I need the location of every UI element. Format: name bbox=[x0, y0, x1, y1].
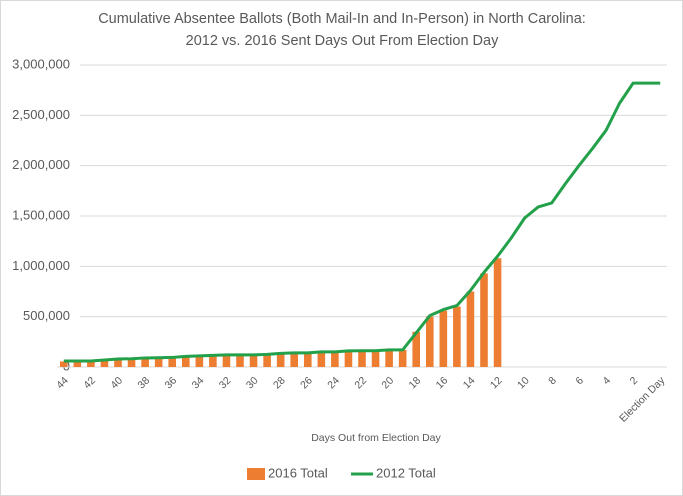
y-tick-label: 500,000 bbox=[23, 308, 70, 323]
bar bbox=[181, 356, 190, 367]
line bbox=[63, 81, 661, 363]
bar bbox=[317, 352, 326, 367]
x-axis-label: Days Out from Election Day bbox=[311, 432, 441, 444]
bar bbox=[331, 351, 339, 367]
bar bbox=[398, 349, 407, 367]
bar bbox=[59, 361, 68, 367]
legend-swatch bbox=[247, 468, 265, 480]
bar bbox=[493, 258, 502, 367]
bar bbox=[209, 355, 217, 367]
bar bbox=[195, 356, 204, 367]
y-tick-label: 3,000,000 bbox=[12, 56, 70, 71]
bar bbox=[439, 310, 448, 367]
bar bbox=[466, 291, 475, 367]
bar bbox=[290, 353, 299, 367]
bar bbox=[303, 352, 312, 367]
bar bbox=[236, 355, 244, 367]
bar bbox=[73, 361, 82, 367]
y-tick-label: 1,000,000 bbox=[12, 258, 70, 273]
legend-label: 2012 Total bbox=[376, 465, 436, 480]
bar bbox=[276, 353, 285, 367]
bar bbox=[114, 359, 122, 367]
bar bbox=[168, 357, 177, 367]
chart-title: 2012 vs. 2016 Sent Days Out From Electio… bbox=[186, 33, 499, 49]
bar bbox=[222, 355, 231, 367]
y-tick-label: 1,500,000 bbox=[12, 207, 70, 222]
bar bbox=[154, 358, 163, 367]
bar bbox=[141, 358, 149, 367]
bar bbox=[263, 354, 271, 367]
y-tick-label: 2,000,000 bbox=[12, 157, 70, 172]
bar bbox=[412, 331, 421, 367]
y-tick-label: 2,500,000 bbox=[12, 107, 70, 122]
bar bbox=[100, 360, 109, 367]
bar bbox=[371, 350, 380, 367]
bar bbox=[87, 360, 95, 367]
chart-title: Cumulative Absentee Ballots (Both Mail-I… bbox=[98, 11, 586, 27]
bar bbox=[425, 316, 434, 367]
bar bbox=[480, 273, 488, 367]
bar bbox=[453, 306, 461, 367]
bar bbox=[127, 359, 136, 367]
legend-label: 2016 Total bbox=[268, 465, 328, 480]
bar bbox=[358, 351, 366, 367]
bar bbox=[385, 350, 393, 367]
bar bbox=[249, 354, 258, 367]
bar bbox=[344, 351, 353, 367]
